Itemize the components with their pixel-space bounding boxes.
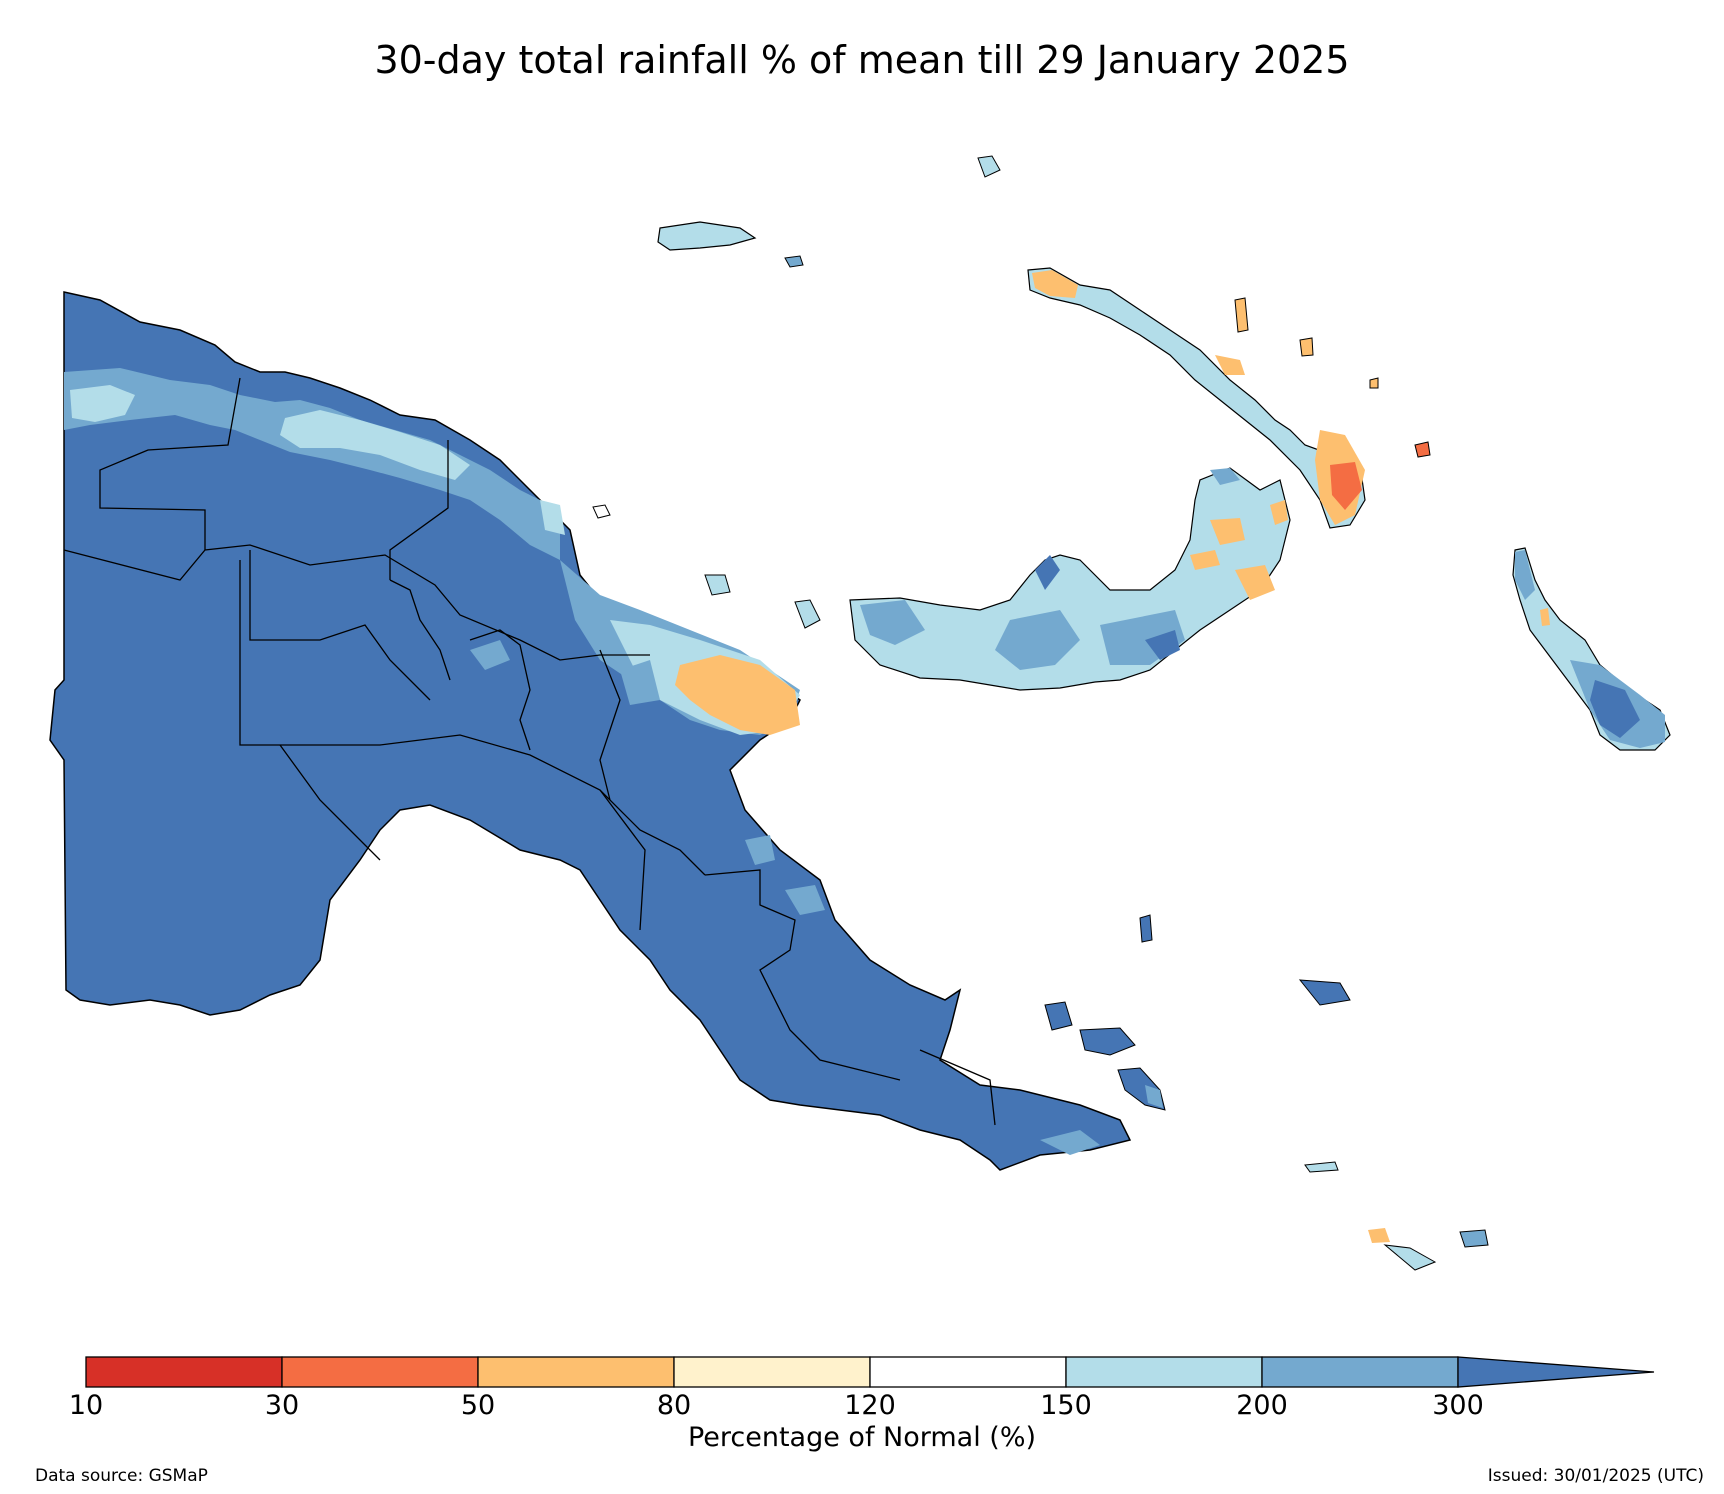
highlands-zone-200-300-a [470, 640, 510, 670]
colorbar-tick-label: 80 [656, 1390, 692, 1421]
border-southern-highlands [279, 744, 381, 861]
border-western-north [63, 544, 650, 661]
border-east-sepik-madang [389, 440, 449, 580]
colorbar-label: Percentage of Normal (%) [687, 1422, 1037, 1453]
border-sandaun-east-sepik [99, 377, 241, 550]
normanby-wet [1145, 1085, 1163, 1108]
new-britain-dry-d [1270, 500, 1288, 525]
issued-date-text: Issued: 30/01/2025 (UTC) [1487, 1466, 1704, 1486]
bougainville-very-wet [1590, 680, 1640, 738]
colorbar-tick-label: 300 [1432, 1390, 1484, 1421]
long-island [704, 574, 731, 596]
colorbar-bin-10-30 [85, 1356, 283, 1388]
province-borders [63, 377, 996, 1126]
trobriand [1139, 914, 1153, 943]
colorbar-extend-arrow [1457, 1356, 1655, 1388]
north-coast-zone-150-200-b [280, 410, 470, 480]
colorbar-tick-label: 120 [844, 1390, 896, 1421]
bougainville-wet-north [1515, 550, 1535, 600]
border-central-oro [704, 869, 901, 1081]
colorbar-bin-80-120 [673, 1356, 871, 1388]
mainland-base [49, 291, 1132, 1171]
colorbar-bin-50-80 [477, 1356, 675, 1388]
colorbar-tick-label: 150 [1040, 1390, 1092, 1421]
manus-east [784, 255, 804, 268]
colorbar-tick-label: 200 [1236, 1390, 1288, 1421]
north-coast-zone-150-200-a [70, 385, 135, 422]
border-chimbu [389, 579, 451, 681]
bougainville-dry [1540, 608, 1550, 626]
new-britain-wet-south [995, 610, 1080, 670]
mainland [49, 291, 1132, 1171]
map-title: 30-day total rainfall % of mean till 29 … [374, 38, 1350, 82]
new-ireland-very-dry [1330, 462, 1362, 510]
karkar [592, 504, 611, 519]
tabar-dry [1299, 337, 1314, 357]
data-source-text: Data source: GSMaP [35, 1466, 208, 1486]
mussau [977, 155, 1001, 178]
colorbar-bin-120-150 [869, 1356, 1067, 1388]
fergusson [1079, 1027, 1136, 1056]
small-island-very-dry [1414, 441, 1431, 458]
manus-islands [657, 155, 1001, 268]
highlands-zone-200-300-b [620, 660, 660, 705]
manus [657, 221, 757, 251]
milne-bay-islands [1044, 914, 1489, 1271]
new-britain-dry-b [1190, 550, 1220, 570]
woodlark [1298, 979, 1351, 1006]
sudest-dry [1368, 1228, 1390, 1243]
border-enga-hela [249, 550, 431, 701]
new-ireland-dry-mid [1215, 355, 1245, 375]
border-oro-milne [919, 1049, 996, 1126]
new-britain [592, 467, 1291, 691]
new-britain-very-wet-b [1145, 630, 1180, 660]
colorbar-tick-label: 50 [460, 1390, 496, 1421]
border-ehp [469, 629, 531, 751]
misima [1304, 1161, 1339, 1173]
rossel [1459, 1229, 1489, 1248]
border-morobe-west [599, 649, 621, 801]
oro-coast-zone-200-300 [785, 885, 825, 915]
new-ireland-dry-north [1032, 270, 1078, 298]
madang-dry-zone-50-80 [675, 655, 800, 735]
north-coast-zone-150-200-c [540, 500, 565, 535]
lihir-dry [1234, 297, 1249, 333]
border-western-gulf [239, 560, 706, 876]
new-britain-wet-west [860, 600, 925, 645]
milne-bay-zone-200-300 [1040, 1130, 1100, 1155]
colorbar [85, 1356, 1655, 1388]
umboi [794, 599, 821, 629]
rainfall-map [49, 155, 1671, 1271]
bougainville [1512, 547, 1671, 751]
goodenough [1044, 1001, 1073, 1031]
morobe-coast-zone-200-300 [745, 835, 775, 865]
new-britain-very-wet-a [1035, 555, 1060, 590]
north-coast-zone-200-300 [64, 368, 560, 560]
colorbar-bin-200-300 [1261, 1356, 1459, 1388]
gazelle-wet [1210, 468, 1240, 485]
new-ireland [1027, 267, 1431, 529]
colorbar-bin-30-50 [281, 1356, 479, 1388]
border-gulf-central [599, 789, 646, 931]
colorbar-tick-label: 30 [264, 1390, 300, 1421]
feni-dry [1369, 377, 1379, 389]
new-britain-dry-c [1235, 565, 1275, 600]
colorbar-bin-150-200 [1065, 1356, 1263, 1388]
sudest [1383, 1244, 1437, 1271]
colorbar-tick-label: 10 [68, 1390, 104, 1421]
new-britain-dry-a [1210, 518, 1245, 545]
